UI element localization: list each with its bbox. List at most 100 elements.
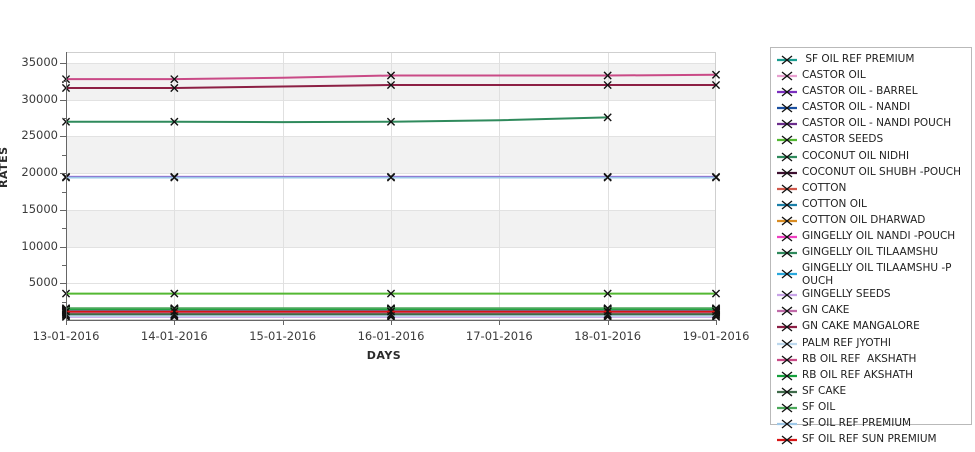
- legend-label: GN CAKE MANGALORE: [802, 320, 920, 333]
- y-minor-tick: [62, 228, 66, 230]
- legend-marker-icon: [775, 68, 799, 84]
- legend-label: GINGELLY SEEDS: [802, 288, 891, 301]
- legend-item[interactable]: RB OIL REF AKSHATH: [775, 368, 969, 384]
- legend-marker-icon: [775, 165, 799, 181]
- legend-item[interactable]: PALM REF JYOTHI: [775, 336, 969, 352]
- legend-item[interactable]: CASTOR OIL - NANDI POUCH: [775, 116, 969, 132]
- v-gridline: [174, 52, 176, 320]
- y-minor-tick: [62, 118, 66, 120]
- legend-item[interactable]: RB OIL REF AKSHATH: [775, 352, 969, 368]
- legend-label: GINGELLY OIL NANDI -POUCH: [802, 230, 956, 243]
- data-point-marker: [603, 173, 612, 182]
- y-tick-label: 30000: [21, 91, 58, 106]
- legend-item[interactable]: COCONUT OIL SHUBH -POUCH: [775, 165, 969, 181]
- legend-marker-icon: [775, 132, 799, 148]
- y-tick: [60, 173, 66, 175]
- data-point-marker: [603, 80, 612, 90]
- legend-marker-icon: [775, 245, 799, 261]
- data-point-marker: [170, 83, 179, 93]
- legend-label: GINGELLY OIL TILAAMSHU -P OUCH: [802, 262, 952, 287]
- x-tick-label: 16-01-2016: [357, 329, 425, 343]
- legend-item[interactable]: SF OIL REF PREMIUM: [775, 416, 969, 432]
- legend-marker-icon: [775, 84, 799, 100]
- y-tick: [60, 136, 66, 138]
- legend-label: SF OIL REF PREMIUM: [802, 416, 912, 429]
- legend-label: CASTOR OIL - NANDI: [802, 101, 911, 114]
- legend-item[interactable]: CASTOR OIL - BARREL: [775, 84, 969, 100]
- v-gridline: [607, 52, 609, 320]
- legend-item[interactable]: COTTON: [775, 181, 969, 197]
- legend-item[interactable]: GINGELLY SEEDS: [775, 287, 969, 303]
- legend-label: SF OIL REF SUN PREMIUM: [802, 433, 937, 446]
- y-tick: [60, 99, 66, 101]
- data-point-marker: [603, 289, 612, 298]
- legend-marker-icon: [775, 266, 799, 282]
- legend-item[interactable]: GINGELLY OIL TILAAMSHU: [775, 245, 969, 261]
- legend-marker-icon: [775, 229, 799, 245]
- data-point-marker: [603, 113, 612, 122]
- legend-marker-icon: [775, 181, 799, 197]
- data-point-marker: [711, 173, 721, 182]
- data-point-marker: [603, 71, 612, 80]
- legend-label: GINGELLY OIL TILAAMSHU: [802, 246, 939, 259]
- y-axis-title: RATES: [0, 146, 10, 188]
- data-point-marker: [386, 80, 396, 90]
- legend-item[interactable]: CASTOR SEEDS: [775, 132, 969, 148]
- legend-marker-icon: [775, 368, 799, 384]
- legend-item[interactable]: COCONUT OIL NIDHI: [775, 149, 969, 165]
- legend-item[interactable]: GN CAKE: [775, 303, 969, 319]
- x-axis-title: DAYS: [366, 349, 402, 362]
- y-tick-label: 25000: [21, 128, 58, 143]
- x-tick-label: 15-01-2016: [249, 329, 317, 343]
- data-point-marker: [711, 80, 721, 90]
- x-tick: [499, 320, 501, 325]
- legend-label: COTTON: [802, 181, 847, 194]
- y-tick: [60, 283, 66, 285]
- legend-marker-icon: [775, 319, 799, 335]
- data-point-marker: [386, 117, 396, 126]
- legend-label: SF OIL: [802, 400, 836, 413]
- legend-item[interactable]: GINGELLY OIL TILAAMSHU -P OUCH: [775, 261, 969, 287]
- legend-item[interactable]: SF OIL REF PREMIUM: [775, 52, 969, 68]
- legend-label: CASTOR OIL - NANDI POUCH: [802, 117, 952, 130]
- legend-label: RB OIL REF AKSHATH: [802, 368, 913, 381]
- y-tick: [60, 63, 66, 64]
- legend-item[interactable]: CASTOR OIL - NANDI: [775, 100, 969, 116]
- legend-item[interactable]: COTTON OIL: [775, 197, 969, 213]
- legend-label: COTTON OIL DHARWAD: [802, 213, 926, 226]
- v-gridline: [282, 52, 284, 320]
- legend-marker-icon: [775, 100, 799, 116]
- legend-marker-icon: [775, 432, 799, 448]
- legend-label: GN CAKE: [802, 304, 850, 317]
- legend-item[interactable]: SF OIL REF SUN PREMIUM: [775, 432, 969, 448]
- x-tick-label: 19-01-2016: [682, 329, 750, 343]
- x-tick-label: 18-01-2016: [574, 329, 642, 343]
- legend-item[interactable]: SF OIL: [775, 400, 969, 416]
- y-tick-label: 5000: [28, 275, 58, 290]
- data-point-marker: [170, 117, 179, 126]
- data-point-marker: [170, 173, 179, 182]
- legend-item[interactable]: CASTOR OIL: [775, 68, 969, 84]
- plot-area: [66, 52, 716, 320]
- y-minor-tick: [62, 264, 66, 266]
- data-point-marker: [711, 289, 721, 298]
- legend-marker-icon: [775, 197, 799, 213]
- legend-marker-icon: [775, 384, 799, 400]
- y-tick-label: 15000: [21, 201, 58, 216]
- legend-item[interactable]: GN CAKE MANGALORE: [775, 319, 969, 335]
- x-tick: [174, 320, 176, 325]
- y-minor-tick: [62, 81, 66, 83]
- legend-item[interactable]: COTTON OIL DHARWAD: [775, 213, 969, 229]
- data-point-marker: [603, 307, 612, 316]
- legend-item[interactable]: SF CAKE: [775, 384, 969, 400]
- legend-marker-icon: [775, 116, 799, 132]
- legend-item[interactable]: GINGELLY OIL NANDI -POUCH: [775, 229, 969, 245]
- y-tick-label: 10000: [21, 238, 58, 253]
- legend-marker-icon: [775, 416, 799, 432]
- x-tick: [282, 320, 284, 325]
- legend-label: COCONUT OIL SHUBH -POUCH: [802, 165, 962, 178]
- legend-marker-icon: [775, 400, 799, 416]
- x-tick: [716, 320, 717, 325]
- data-point-marker: [386, 307, 396, 316]
- y-tick-label: 35000: [21, 55, 58, 69]
